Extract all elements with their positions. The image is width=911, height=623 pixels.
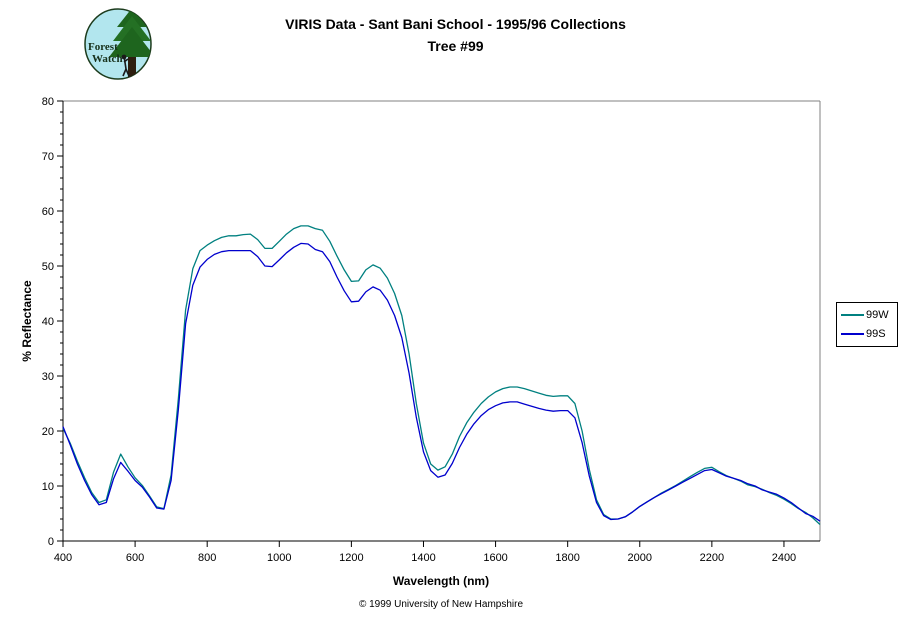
y-tick-label: 20 <box>42 426 54 438</box>
x-tick-label: 600 <box>126 552 144 564</box>
x-axis-title: Wavelength (nm) <box>392 574 490 588</box>
tree-canopy-bottom <box>109 27 151 57</box>
x-tick-label: 400 <box>54 552 72 564</box>
x-tick-label: 2200 <box>700 552 724 564</box>
series-line-99S <box>62 242 821 522</box>
x-tick-label: 2400 <box>772 552 796 564</box>
x-tick-label: 1200 <box>339 552 363 564</box>
x-tick-label: 1000 <box>267 552 291 564</box>
x-tick-label: 1400 <box>411 552 435 564</box>
y-tick-label: 40 <box>42 316 54 328</box>
legend-label-99s: 99S <box>866 327 886 340</box>
legend-line-sample-99s <box>841 332 864 335</box>
logo-tree-graphic <box>109 9 151 79</box>
y-tick-label: 60 <box>42 206 54 218</box>
y-tick-label: 80 <box>42 96 54 108</box>
x-tick-label: 1800 <box>555 552 579 564</box>
forest-watch-logo: Forest Watch <box>84 8 152 80</box>
legend-label-99w: 99W <box>866 309 889 322</box>
chart-title-line2: Tree #99 <box>427 38 484 54</box>
legend-item-99s: 99S <box>841 328 897 340</box>
x-tick-label: 800 <box>198 552 216 564</box>
legend-line-sample-99w <box>841 314 864 317</box>
logo-text-watch: Watch <box>92 53 123 65</box>
series-line-99W <box>62 225 821 525</box>
legend-box: 99W 99S <box>836 302 898 347</box>
x-tick-label: 1600 <box>483 552 507 564</box>
climber-figure <box>121 54 130 77</box>
chart-title-line1: VIRIS Data - Sant Bani School - 1995/96 … <box>285 16 626 32</box>
logo-text-forest: Forest <box>88 41 118 53</box>
chart-title-block: VIRIS Data - Sant Bani School - 1995/96 … <box>0 13 911 57</box>
legend-item-99w: 99W <box>841 309 897 321</box>
x-tick-label: 2000 <box>628 552 652 564</box>
copyright-text: © 1999 University of New Hampshire <box>358 599 524 610</box>
y-axis-title: % Reflectance <box>20 280 34 362</box>
y-tick-label: 0 <box>48 536 54 548</box>
y-tick-label: 30 <box>42 371 54 383</box>
y-tick-label: 70 <box>42 151 54 163</box>
y-tick-label: 50 <box>42 261 54 273</box>
y-tick-label: 10 <box>42 481 54 493</box>
